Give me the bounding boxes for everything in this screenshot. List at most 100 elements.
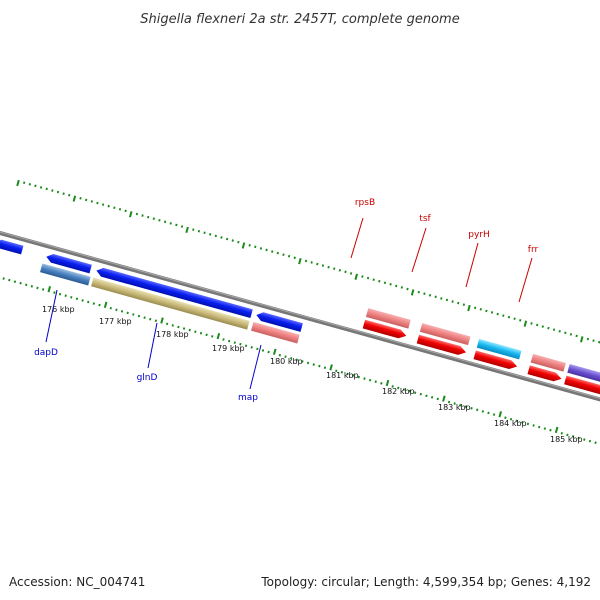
inner-scale-minor-tick bbox=[397, 386, 400, 390]
gene-label-frr[interactable]: frr bbox=[528, 245, 539, 255]
outer-scale-minor-tick bbox=[265, 248, 268, 252]
outer-scale-minor-tick bbox=[344, 270, 347, 274]
outer-scale-minor-tick bbox=[496, 312, 499, 316]
gene-label-tsf[interactable]: tsf bbox=[419, 214, 431, 224]
gene-dapD-cds[interactable] bbox=[40, 263, 91, 286]
gene-map-cds[interactable] bbox=[251, 321, 300, 344]
kbp-label-176: 176 kbp bbox=[42, 305, 75, 314]
outer-scale-minor-tick bbox=[361, 275, 364, 278]
outer-scale-major-tick bbox=[72, 195, 77, 202]
inner-scale-minor-tick bbox=[368, 378, 372, 382]
outer-scale-minor-tick bbox=[304, 259, 308, 263]
outer-scale-minor-tick bbox=[372, 278, 375, 281]
inner-scale-major-tick bbox=[47, 286, 52, 293]
kbp-label-178: 178 kbp bbox=[156, 330, 189, 339]
gene-rpsB-arrow[interactable] bbox=[362, 319, 408, 340]
outer-scale-minor-tick bbox=[490, 311, 494, 314]
gene-label-pyrH[interactable]: pyrH bbox=[468, 230, 490, 240]
outer-scale-minor-tick bbox=[34, 184, 37, 188]
outer-scale-minor-tick bbox=[564, 331, 567, 335]
inner-scale-minor-tick bbox=[75, 297, 79, 301]
inner-scale-minor-tick bbox=[115, 308, 118, 312]
outer-scale-minor-tick bbox=[541, 325, 544, 328]
outer-scale-minor-tick bbox=[440, 297, 443, 300]
outer-scale-minor-tick bbox=[395, 284, 398, 288]
gene-tsf-cds[interactable] bbox=[419, 323, 471, 346]
outer-scale-minor-tick bbox=[152, 217, 155, 220]
inner-scale-minor-tick bbox=[70, 295, 73, 299]
outer-scale-minor-tick bbox=[445, 298, 449, 302]
frr-leader bbox=[518, 257, 533, 303]
outer-scale-minor-tick bbox=[248, 243, 251, 247]
kbp-label-177: 177 kbp bbox=[99, 317, 132, 326]
outer-scale-major-tick bbox=[185, 226, 189, 234]
outer-scale-minor-tick bbox=[586, 337, 590, 341]
gene-dapD-arrow[interactable] bbox=[45, 252, 92, 274]
gene-leader-lines bbox=[45, 217, 533, 390]
gene-label-dapD[interactable]: dapD bbox=[34, 348, 58, 358]
gene-tsf-arrow[interactable] bbox=[416, 334, 468, 357]
outer-scale-minor-tick bbox=[569, 333, 573, 336]
outer-scale-minor-tick bbox=[28, 182, 31, 186]
outer-scale-minor-tick bbox=[62, 192, 65, 195]
outer-scale-minor-tick bbox=[530, 322, 533, 325]
inner-scale-minor-tick bbox=[352, 374, 355, 377]
inner-scale-minor-tick bbox=[318, 364, 321, 368]
gene-map-arrow[interactable] bbox=[255, 311, 303, 332]
gene-frr-cds[interactable] bbox=[530, 353, 566, 372]
outer-scale-minor-tick bbox=[163, 220, 167, 224]
outer-scale-minor-tick bbox=[513, 317, 516, 321]
inner-scale-minor-tick bbox=[222, 338, 225, 341]
gene-label-map[interactable]: map bbox=[238, 393, 258, 403]
gene-left-partial-arrow[interactable] bbox=[0, 239, 24, 255]
outer-scale-minor-tick bbox=[473, 306, 477, 310]
map-leader bbox=[249, 344, 262, 390]
inner-scale-minor-tick bbox=[19, 281, 22, 285]
inner-scale-minor-tick bbox=[278, 353, 282, 357]
inner-scale-minor-tick bbox=[583, 438, 586, 441]
genome-summary-text: Topology: circular; Length: 4,599,354 bp… bbox=[260, 575, 591, 589]
gene-glnD-arrow[interactable] bbox=[95, 266, 253, 319]
gene-rpsB-cds[interactable] bbox=[365, 308, 411, 329]
outer-scale-major-tick bbox=[354, 273, 359, 280]
gene-label-glnD[interactable]: glnD bbox=[137, 373, 158, 383]
inner-scale-minor-tick bbox=[64, 294, 67, 298]
inner-scale-minor-tick bbox=[335, 369, 338, 373]
glnD-leader bbox=[147, 322, 158, 369]
gene-glnD-cds[interactable] bbox=[91, 277, 250, 330]
outer-scale-minor-tick bbox=[333, 267, 336, 271]
gene-next-cds[interactable] bbox=[567, 364, 600, 395]
outer-scale-minor-tick bbox=[254, 245, 257, 249]
outer-scale-minor-tick bbox=[85, 198, 88, 202]
inner-scale-major-tick bbox=[103, 301, 108, 309]
outer-scale-minor-tick bbox=[141, 214, 144, 217]
outer-scale-minor-tick bbox=[225, 237, 229, 241]
kbp-label-183: 183 kbp bbox=[438, 403, 471, 412]
gene-next-arrow[interactable] bbox=[564, 375, 600, 407]
inner-scale-minor-tick bbox=[149, 317, 152, 321]
inner-scale-minor-tick bbox=[143, 316, 146, 319]
inner-scale-minor-tick bbox=[521, 421, 524, 424]
outer-scale-minor-tick bbox=[598, 340, 600, 344]
inner-scale-minor-tick bbox=[571, 435, 575, 438]
gene-pyrH-arrow[interactable] bbox=[473, 350, 519, 370]
kbp-label-184: 184 kbp bbox=[494, 419, 527, 428]
inner-scale-minor-tick bbox=[402, 388, 406, 391]
accession-text: Accession: NC_004741 bbox=[9, 575, 145, 589]
inner-scale-major-tick bbox=[554, 426, 559, 434]
reverse-genes bbox=[0, 239, 303, 344]
gene-label-rpsB[interactable]: rpsB bbox=[355, 198, 375, 208]
inner-scale-minor-tick bbox=[261, 349, 265, 352]
gene-frr-arrow[interactable] bbox=[527, 365, 562, 383]
inner-scale-minor-tick bbox=[188, 328, 191, 332]
outer-scale-minor-tick bbox=[282, 253, 285, 256]
outer-scale-minor-tick bbox=[68, 193, 71, 197]
outer-scale-minor-tick bbox=[169, 222, 172, 225]
gene-pyrH-cds[interactable] bbox=[476, 338, 522, 360]
inner-scale-minor-tick bbox=[13, 280, 17, 283]
inner-scale-minor-tick bbox=[25, 283, 28, 287]
kbp-label-185: 185 kbp bbox=[550, 435, 583, 444]
inner-scale-minor-tick bbox=[425, 394, 428, 398]
inner-scale-major-tick bbox=[498, 411, 503, 418]
inner-scale-minor-tick bbox=[41, 288, 45, 291]
